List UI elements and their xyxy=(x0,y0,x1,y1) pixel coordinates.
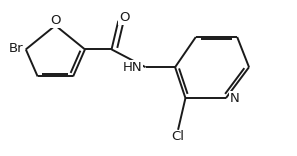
Text: Cl: Cl xyxy=(172,130,184,143)
Text: HN: HN xyxy=(123,61,143,74)
Text: O: O xyxy=(119,11,129,24)
Text: N: N xyxy=(230,92,240,105)
Text: Br: Br xyxy=(9,42,24,55)
Text: O: O xyxy=(50,14,61,27)
